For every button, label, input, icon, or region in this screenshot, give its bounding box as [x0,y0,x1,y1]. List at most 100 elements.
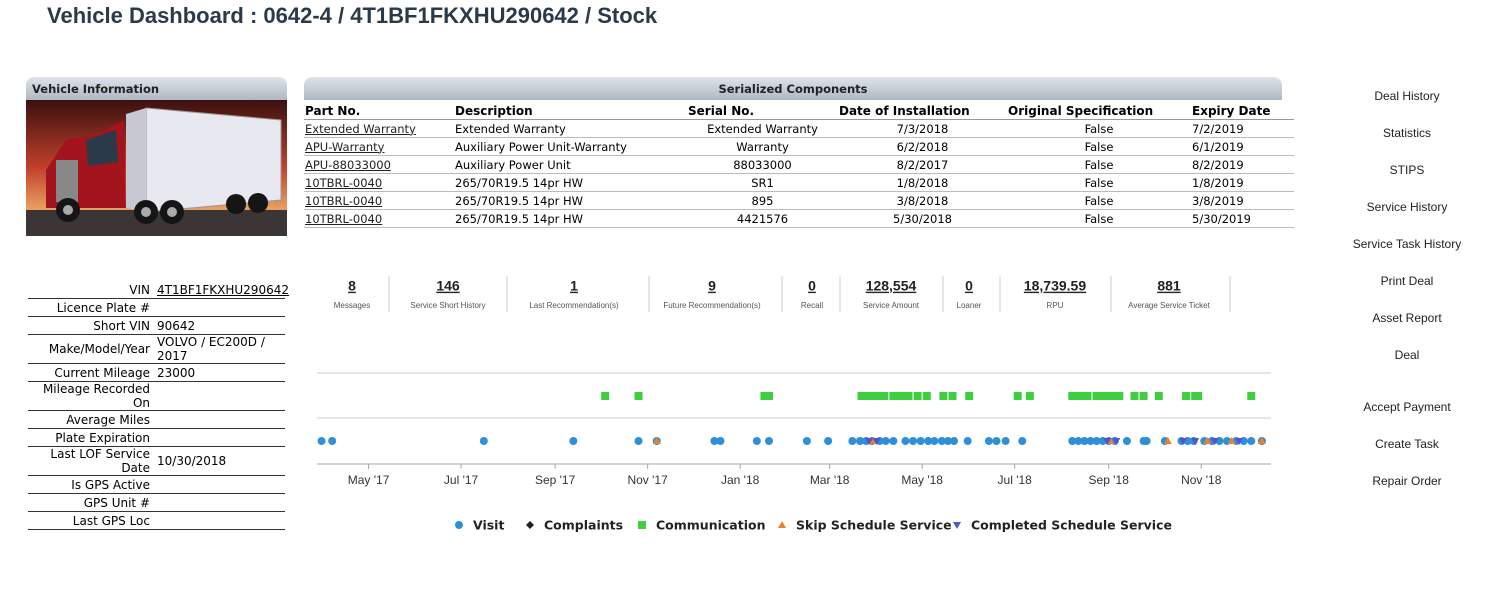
table-cell: 265/70R19.5 14pr HW [454,173,687,192]
menu-item[interactable]: Create Task [1375,437,1439,451]
stat-value[interactable]: 1 [570,278,578,294]
part-link[interactable]: APU-88033000 [305,157,391,172]
menu-item[interactable]: Service History [1366,200,1448,214]
event-marker [1139,392,1148,400]
part-link[interactable]: 10TBRL-0040 [305,193,383,208]
stat-value[interactable]: 0 [808,278,816,294]
table-cell: Auxiliary Power Unit-Warranty [454,137,687,156]
column-header: Serial No. [687,103,838,120]
table-cell: False [1007,155,1191,174]
detail-row: Plate Expiration [28,429,285,447]
table-cell: Extended Warranty [687,119,838,138]
event-marker [1025,392,1034,400]
event-marker [939,392,948,400]
stat-label: Messages [334,301,370,310]
menu-item[interactable]: STIPS [1389,163,1425,177]
menu-item[interactable]: Statistics [1382,126,1431,140]
stat-value[interactable]: 9 [708,278,716,294]
event-marker [965,392,974,400]
table-cell: APU-Warranty [304,137,454,156]
event-marker [652,437,661,444]
legend-label: Completed Schedule Service [971,518,1172,533]
event-marker [937,437,946,445]
table-cell: False [1007,137,1191,156]
event-marker [924,437,933,445]
event-marker [1210,438,1219,445]
menu-item[interactable]: Deal History [1374,89,1440,103]
table-cell: 5/30/2019 [1191,209,1294,228]
menu-item[interactable]: Accept Payment [1363,400,1451,414]
event-marker [904,392,913,400]
stat-value[interactable]: 128,554 [866,278,917,294]
event-marker [1013,392,1022,400]
table-cell: 6/2/2018 [838,137,1007,156]
table-cell: 895 [687,191,838,210]
detail-value: 10/30/2018 [157,454,227,468]
event-marker [317,437,326,445]
menu-item[interactable]: Service Task History [1352,237,1462,251]
table-cell: False [1007,173,1191,192]
event-marker [880,392,889,400]
legend-label: Complaints [544,518,623,533]
menu-item[interactable]: Asset Report [1372,311,1442,325]
event-marker [569,437,578,445]
detail-value: 23000 [157,365,196,380]
event-marker [634,437,643,445]
detail-row: VIN 4T1BF1FKXHU290642 [28,281,289,299]
event-marker [901,437,910,445]
stat-value[interactable]: 18,739.59 [1024,278,1086,294]
table-cell: 10TBRL-0040 [304,209,454,228]
x-tick-label: Mar '18 [810,473,850,487]
part-link[interactable]: Extended Warranty [305,121,416,136]
event-marker [1142,437,1151,445]
detail-row: GPS Unit # [28,494,285,512]
event-marker [948,392,957,400]
event-marker [1001,437,1010,445]
stat-value[interactable]: 881 [1157,278,1181,294]
page-title: Vehicle Dashboard : 0642-4 / 4T1BF1FKXHU… [47,3,658,28]
event-marker [1075,392,1084,400]
event-marker [1179,438,1188,445]
detail-label: Plate Expiration [55,430,150,445]
table-cell: 5/30/2018 [838,209,1007,228]
part-link[interactable]: 10TBRL-0040 [305,211,383,226]
event-marker [848,437,857,445]
event-marker [872,392,881,400]
x-tick-label: Nov '18 [1181,473,1222,487]
detail-row: Average Miles [28,411,285,429]
event-marker [1203,437,1212,444]
event-marker [1092,437,1101,445]
event-marker [984,437,993,445]
event-marker [855,437,864,445]
event-marker [1235,438,1244,445]
event-marker [1074,437,1083,445]
table-row: APU-Warranty Auxiliary Power Unit-Warrant… [304,137,1294,156]
menu-item[interactable]: Repair Order [1372,474,1442,488]
stat-label: Recall [801,301,823,310]
stat-label: Average Service Ticket [1128,301,1210,310]
detail-label: Mileage Recorded On [42,382,150,410]
column-header: Original Specification [1007,103,1191,120]
table-cell: APU-88033000 [304,155,454,174]
stat-value[interactable]: 146 [436,278,460,294]
detail-label: Last LOF Service Date [50,447,150,475]
stat-value[interactable]: 8 [348,278,356,294]
components-table: Part No. Description Serial No. Date of Ins… [304,103,1294,228]
x-tick-label: Sep '17 [535,473,576,487]
event-marker [865,392,874,400]
event-marker [1247,392,1256,400]
event-marker [865,438,874,445]
menu-item[interactable]: Deal [1394,348,1420,362]
event-marker [950,437,959,445]
stat-value[interactable]: 0 [965,278,973,294]
table-cell: 1/8/2018 [838,173,1007,192]
x-tick-label: Nov '17 [627,473,668,487]
menu-item[interactable]: Print Deal [1380,274,1434,288]
panel-header: Vehicle Information [26,77,287,100]
part-link[interactable]: APU-Warranty [305,139,385,154]
table-cell: 10TBRL-0040 [304,173,454,192]
part-link[interactable]: 10TBRL-0040 [305,175,383,190]
column-header: Expiry Date [1191,103,1294,120]
event-marker [1068,392,1077,400]
detail-row: Is GPS Active [28,476,285,494]
